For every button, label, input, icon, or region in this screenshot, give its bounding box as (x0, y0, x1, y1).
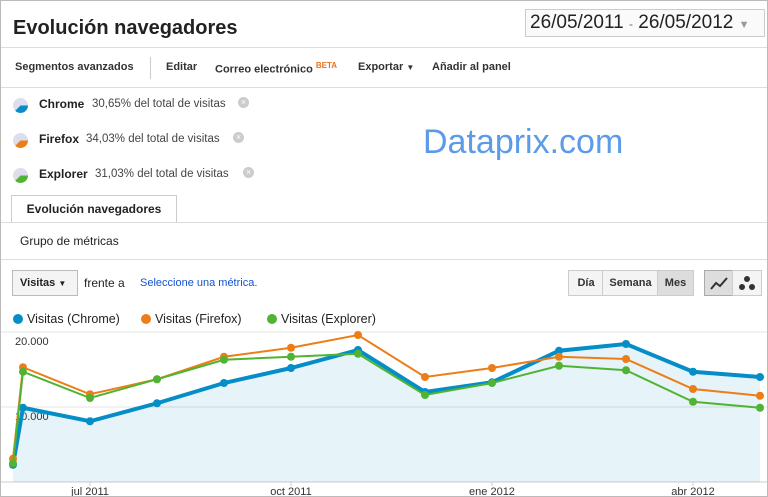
toolbar-item[interactable]: Correo electrónico BETA (215, 61, 337, 76)
point (689, 367, 697, 376)
segment-icon (13, 98, 28, 113)
point (220, 355, 228, 364)
date-separator: - (628, 17, 633, 31)
point (555, 346, 563, 355)
legend-marker (141, 314, 151, 324)
point (689, 385, 697, 393)
chart: Visitas (Chrome) Visitas (Firefox) Visitas… (1, 312, 767, 496)
point (354, 349, 362, 358)
motion-view-button[interactable] (732, 270, 762, 296)
point (287, 364, 295, 372)
point (86, 394, 94, 402)
segment-share: 30,65% del total de visitas (92, 98, 226, 110)
date-range[interactable]: 26/05/2011 - 26/05/2012 ▼ (525, 9, 765, 37)
y-tick-label: 20.000 (15, 336, 49, 348)
toolbar-item[interactable]: Segmentos avanzados (15, 61, 134, 73)
point (488, 379, 496, 387)
period-button[interactable]: Día (568, 270, 604, 296)
toolbar-item[interactable]: Editar (166, 61, 198, 73)
point (354, 331, 362, 339)
point (622, 366, 630, 375)
x-tick-label: abr 2012 (671, 486, 714, 496)
date-end: 26/05/2012 (638, 12, 734, 33)
remove-segment[interactable]: × (238, 97, 249, 108)
legend-label: Visitas (Chrome) (27, 312, 120, 326)
period-button[interactable]: Mes (657, 270, 694, 296)
segment-icon (13, 168, 28, 183)
segment-icon (13, 133, 28, 148)
watermark: Dataprix.com (423, 123, 624, 161)
point (153, 375, 161, 384)
remove-segment[interactable]: × (233, 132, 244, 143)
point (756, 373, 764, 381)
point (756, 403, 764, 412)
line-view-button[interactable] (704, 270, 734, 296)
segment-name: Explorer (39, 167, 88, 181)
legend-label: Visitas (Explorer) (281, 312, 376, 326)
date-start: 26/05/2011 (530, 12, 624, 33)
point (153, 399, 161, 408)
segment-name: Firefox (39, 132, 80, 146)
toolbar-item[interactable]: Exportar ▼ (358, 61, 415, 73)
versus-label: frente a (84, 276, 125, 290)
legend-marker (267, 314, 277, 324)
point (19, 367, 27, 376)
point (622, 355, 630, 363)
x-tick-label: ene 2012 (469, 486, 515, 496)
point (19, 403, 27, 412)
segment-name: Chrome (39, 97, 85, 111)
tab[interactable]: Evolución navegadores (11, 195, 177, 223)
metric-group: Grupo de métricas (20, 234, 119, 248)
toolbar-item[interactable]: Añadir al panel (432, 61, 511, 73)
legend-marker (13, 314, 23, 324)
toolbar-label: Correo electrónico (215, 63, 313, 76)
point (287, 343, 295, 352)
x-tick-label: jul 2011 (70, 486, 109, 496)
point (689, 397, 697, 406)
beta-badge: BETA (315, 61, 338, 70)
segment-share: 31,03% del total de visitas (95, 168, 229, 180)
point (86, 417, 94, 426)
page-title: Evolución navegadores (13, 17, 238, 39)
point (287, 352, 295, 361)
segment-share: 34,03% del total de visitas (86, 133, 220, 145)
point (9, 459, 17, 468)
point (555, 352, 563, 361)
x-tick-label: oct 2011 (270, 486, 311, 496)
point (488, 364, 496, 372)
toolbar-label: Exportar (358, 61, 404, 73)
legend-label: Visitas (Firefox) (155, 312, 242, 326)
area (13, 344, 760, 482)
metric-dropdown[interactable]: Visitas ▼ (12, 270, 78, 296)
point (421, 391, 429, 399)
metric-label: Visitas (20, 277, 56, 289)
select-metric-link[interactable]: Seleccione una métrica. (140, 277, 258, 289)
point (756, 391, 764, 400)
point (622, 340, 630, 348)
point (555, 361, 563, 370)
period-button[interactable]: Semana (602, 270, 659, 296)
point (421, 373, 429, 381)
point (220, 379, 228, 387)
remove-segment[interactable]: × (243, 167, 254, 178)
